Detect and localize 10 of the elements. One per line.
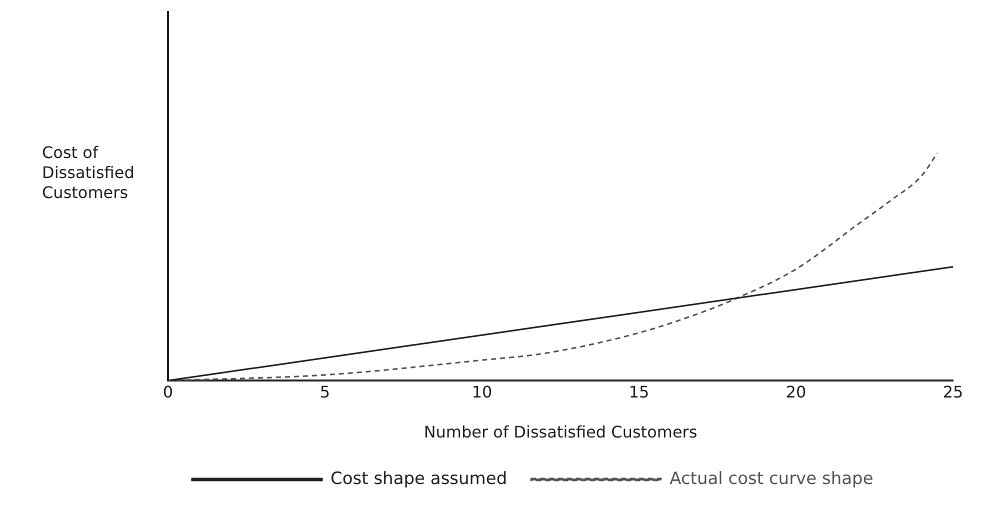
y-axis-title: Cost of Dissatisfied Customers [42, 143, 134, 202]
x-tick-label: 20 [786, 382, 806, 402]
text: Cost shape assumed [330, 468, 508, 489]
x-axis-title: Number of Dissatisfied Customers [424, 422, 698, 442]
x-tick-label: 15 [628, 382, 650, 402]
text: Actual cost curve shape [670, 468, 874, 489]
x-tick-label: 0 [162, 382, 174, 402]
x-tick-label: 10 [472, 382, 492, 402]
x-tick-label: 5 [320, 382, 330, 402]
x-tick-label: 25 [942, 382, 964, 402]
